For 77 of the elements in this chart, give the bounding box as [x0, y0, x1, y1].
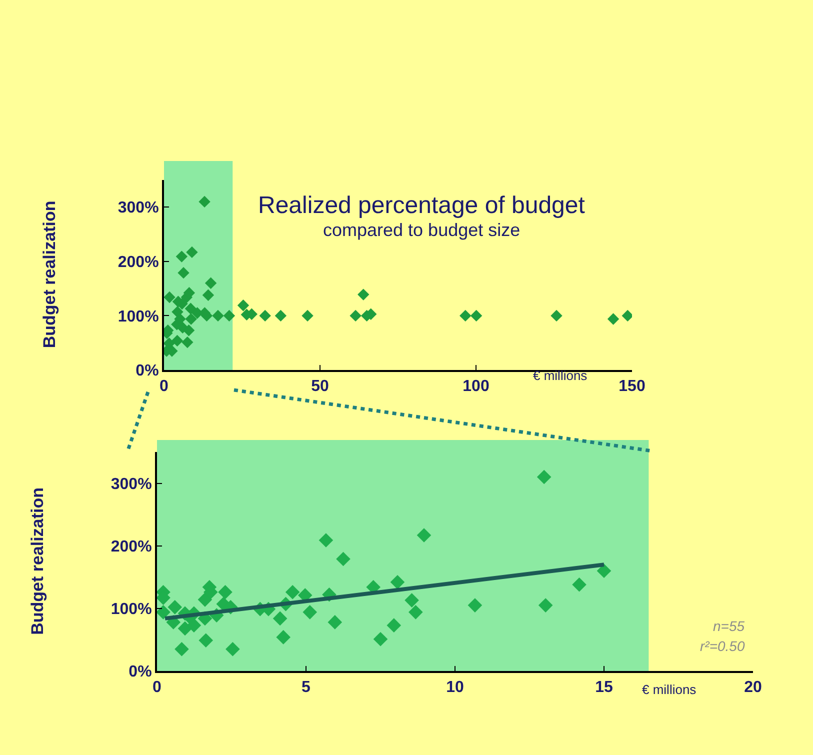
- x-tick-label: 15: [595, 679, 613, 696]
- point: [272, 611, 288, 626]
- x-tick-label: 100: [462, 378, 490, 396]
- point: [274, 310, 287, 322]
- point: [350, 310, 362, 322]
- point: [302, 310, 314, 322]
- point: [202, 289, 214, 301]
- point: [198, 633, 214, 648]
- x-axis-title: € millions: [642, 682, 697, 697]
- point: [336, 552, 350, 566]
- point: [550, 310, 562, 322]
- y-axis-title: Budget realization: [28, 488, 47, 635]
- x-tick-label: 5: [302, 679, 311, 696]
- point: [538, 598, 553, 612]
- y-tick-label: 0%: [128, 664, 152, 681]
- y-tick-label: 200%: [110, 538, 152, 556]
- point: [416, 528, 432, 542]
- point: [178, 266, 190, 279]
- x-tick-label: 150: [618, 378, 646, 396]
- y-tick-label: 100%: [110, 601, 152, 618]
- point: [186, 246, 198, 258]
- point: [596, 564, 612, 578]
- y-tick-label: 300%: [110, 476, 152, 493]
- point: [178, 621, 192, 636]
- point: [182, 324, 195, 336]
- point: [390, 575, 405, 590]
- x-tick-label: 0: [160, 378, 169, 396]
- point: [182, 336, 194, 348]
- y-tick-label: 300%: [118, 200, 159, 217]
- point: [468, 598, 482, 612]
- x-tick-label: 50: [311, 378, 329, 396]
- point: [302, 605, 318, 620]
- point: [404, 593, 419, 608]
- point: [536, 470, 552, 484]
- text: Realized percentage of budget: [258, 192, 586, 219]
- point: [259, 310, 271, 322]
- annotation: r²=0.50: [700, 638, 745, 654]
- point: [164, 291, 176, 304]
- point: [572, 578, 586, 592]
- point: [328, 615, 342, 630]
- point: [460, 310, 472, 322]
- point: [212, 310, 224, 322]
- y-axis-title: Budget realization: [40, 200, 60, 348]
- point: [237, 300, 250, 312]
- point: [174, 642, 189, 656]
- point: [204, 277, 217, 289]
- point: [223, 310, 236, 322]
- point: [198, 592, 212, 607]
- point: [184, 302, 197, 315]
- point: [198, 196, 210, 208]
- x-tick-label: 0: [152, 679, 162, 696]
- point: [168, 600, 182, 614]
- text: compared to budget size: [323, 220, 520, 240]
- point: [226, 642, 240, 656]
- point: [622, 310, 632, 322]
- x-tick-label: 20: [744, 679, 762, 696]
- point: [276, 630, 290, 644]
- y-tick-label: 200%: [118, 254, 159, 272]
- point: [186, 618, 202, 632]
- point: [318, 533, 334, 548]
- annotation: n=55: [713, 618, 745, 634]
- point: [157, 605, 170, 620]
- point: [470, 310, 482, 322]
- point: [185, 313, 197, 325]
- x-tick-label: 10: [446, 679, 464, 696]
- point: [386, 618, 402, 632]
- point: [285, 585, 300, 600]
- point: [358, 288, 370, 300]
- point: [607, 313, 620, 325]
- y-tick-label: 100%: [118, 308, 159, 326]
- point: [171, 334, 184, 347]
- point: [176, 250, 188, 262]
- point: [408, 605, 423, 620]
- point: [373, 632, 388, 646]
- point: [218, 585, 232, 600]
- x-axis-title: € millions: [533, 368, 588, 383]
- y-tick-label: 0%: [136, 362, 159, 380]
